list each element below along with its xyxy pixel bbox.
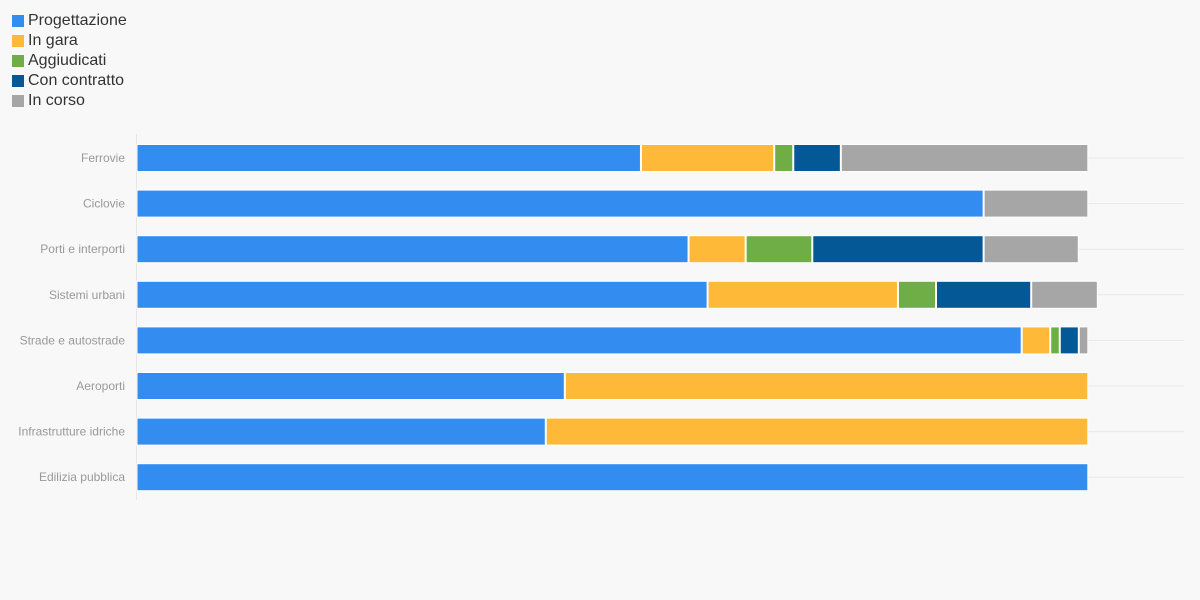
bar-segment[interactable] [745,235,813,264]
bar-segment[interactable] [1059,326,1079,355]
bar-segment[interactable] [136,417,546,446]
bar-segment[interactable] [136,372,565,400]
bar-segment[interactable] [936,280,1032,309]
bar-segment[interactable] [707,280,898,309]
legend-label: Progettazione [28,12,127,29]
category-label: Ciclovie [83,197,125,211]
category-label: Aeroporti [76,379,125,393]
category-label: Edilizia pubblica [39,470,125,484]
legend-item[interactable]: Progettazione [12,11,127,31]
bar-segment[interactable] [136,280,708,309]
category-label: Strade e autostrade [20,333,126,347]
legend-swatch [12,15,24,27]
legend-label: In gara [28,32,78,49]
bar-segment[interactable] [136,144,641,172]
legend-label: Aggiudicati [28,52,107,69]
legend-label: In corso [28,92,85,109]
category-labels: Ferrovie Ciclovie Porti e interporti Sistem… [18,151,125,484]
bar-segment[interactable] [812,235,984,264]
bar-segment[interactable] [136,463,1089,492]
category-label: Infrastrutture idriche [18,425,125,439]
bar-segment[interactable] [793,144,841,172]
bar-segment[interactable] [136,326,1022,355]
legend-swatch [12,95,24,107]
bar-segment[interactable] [897,280,937,309]
bar-segment[interactable] [774,144,794,172]
bar-segment[interactable] [983,189,1089,218]
legend-swatch [12,55,24,67]
bar-segment[interactable] [840,144,1089,172]
bar-segment[interactable] [136,235,689,264]
category-label: Porti e interporti [40,242,125,256]
legend-item[interactable]: In corso [12,91,127,111]
bar-segment[interactable] [545,417,1089,446]
bar-segment[interactable] [1031,280,1098,309]
legend-item[interactable]: Con contratto [12,71,127,91]
bar-segment[interactable] [688,235,746,264]
bars [136,144,1098,492]
bar-segment[interactable] [1078,326,1089,355]
legend: Progettazione In gara Aggiudicati Con contr… [12,11,127,111]
category-label: Sistemi urbani [49,288,125,302]
bar-segment[interactable] [1021,326,1051,355]
legend-item[interactable]: In gara [12,31,127,51]
legend-swatch [12,35,24,47]
bar-segment[interactable] [564,372,1089,400]
category-label: Ferrovie [81,151,125,165]
bar-segment[interactable] [136,189,984,218]
legend-label: Con contratto [28,72,125,89]
bar-segment[interactable] [1050,326,1060,355]
legend-swatch [12,75,24,87]
bar-segment[interactable] [983,235,1079,264]
legend-item[interactable]: Aggiudicati [12,51,127,71]
bar-segment[interactable] [640,144,775,172]
